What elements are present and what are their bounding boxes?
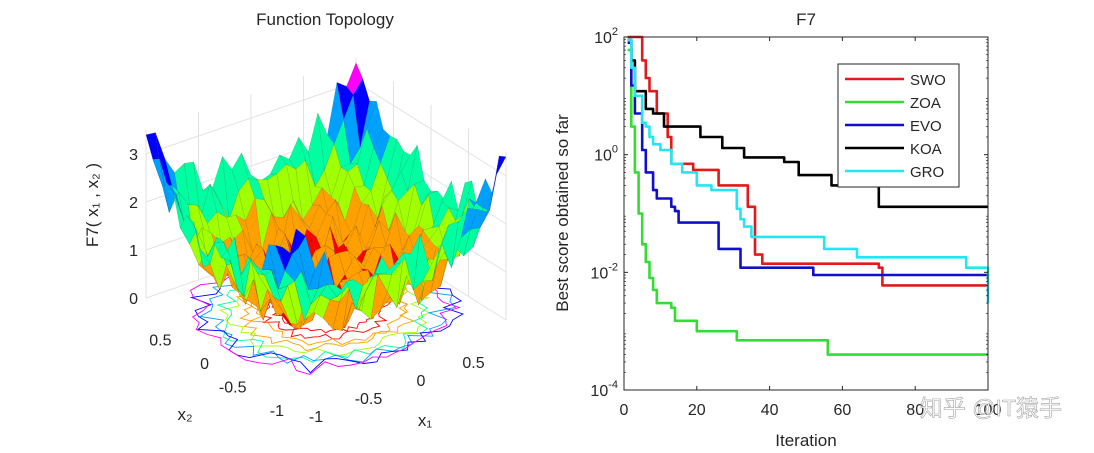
surface-patch	[489, 155, 507, 211]
line-title: F7	[796, 10, 816, 29]
x1-tick-label: 0.5	[462, 355, 484, 372]
z-tick-label: 3	[129, 147, 138, 164]
z-tick-label: 1	[129, 243, 138, 260]
watermark: 知乎 @IT猿手	[920, 395, 1062, 421]
surface-patch	[400, 144, 418, 192]
legend-label-koa: KOA	[910, 141, 942, 158]
surface-patch	[475, 178, 493, 209]
surface-mesh	[145, 62, 507, 332]
x1-tick-label: -0.5	[355, 391, 383, 408]
series-line-zoa	[627, 48, 988, 356]
x-tick-label: 100	[975, 402, 1002, 419]
z-tick-label: 2	[129, 195, 138, 212]
legend: SWO ZOA EVO KOA GRO	[837, 63, 960, 188]
plot-box	[623, 36, 989, 391]
surface-patch	[373, 129, 391, 164]
x2-tick-label: 0.5	[149, 333, 171, 350]
legend-label-swo: SWO	[910, 72, 946, 89]
x1-tick-label: 0	[417, 373, 426, 390]
series-line-koa	[627, 38, 988, 209]
surface-patch	[441, 180, 459, 211]
x2-tick-label: 0	[200, 356, 209, 373]
surface-ylabel: x₂	[177, 405, 192, 424]
x-tick-label: 60	[834, 402, 852, 419]
y-tick-label: 102	[594, 26, 618, 47]
surface-patch	[359, 100, 377, 148]
x-tick-label: 80	[906, 402, 924, 419]
legend-label-gro: GRO	[910, 164, 944, 181]
x2-tick-label: -1	[270, 403, 284, 420]
z-tick-label: 0	[129, 291, 138, 308]
y-tick-label: 100	[594, 144, 618, 165]
surface-ticks: 0 1 2 3 -1 -0.5 0 0.5 -1 -0.5 0 0.5	[129, 147, 485, 426]
legend-label-zoa: ZOA	[910, 95, 941, 112]
series-group	[627, 35, 990, 356]
x-tick-label: 0	[620, 402, 629, 419]
series-line-gro	[627, 38, 990, 304]
x-tick-label: 40	[761, 402, 779, 419]
y-tick-label: 10-4	[590, 379, 618, 400]
x2-tick-label: -0.5	[219, 380, 247, 397]
y-tick-label: 10-2	[590, 261, 618, 282]
surface-xlabel: x₁	[418, 411, 433, 430]
line-ylabel: Best score obtained so far	[553, 114, 572, 312]
surface-zlabel: F7( x₁ , x₂ )	[83, 163, 102, 247]
x1-tick-label: -1	[309, 409, 323, 426]
line-xlabel: Iteration	[775, 431, 836, 450]
legend-label-evo: EVO	[910, 118, 942, 135]
surface-plot: Function Topology 0123-1-0.500.5-1-0.500…	[83, 10, 507, 430]
axis-ticks: 0 20 40 60 80 100 102 100 10-2 10-4	[590, 26, 1001, 419]
x-tick-label: 20	[688, 402, 706, 419]
surface-title: Function Topology	[256, 10, 394, 29]
series-line-swo	[627, 35, 988, 287]
